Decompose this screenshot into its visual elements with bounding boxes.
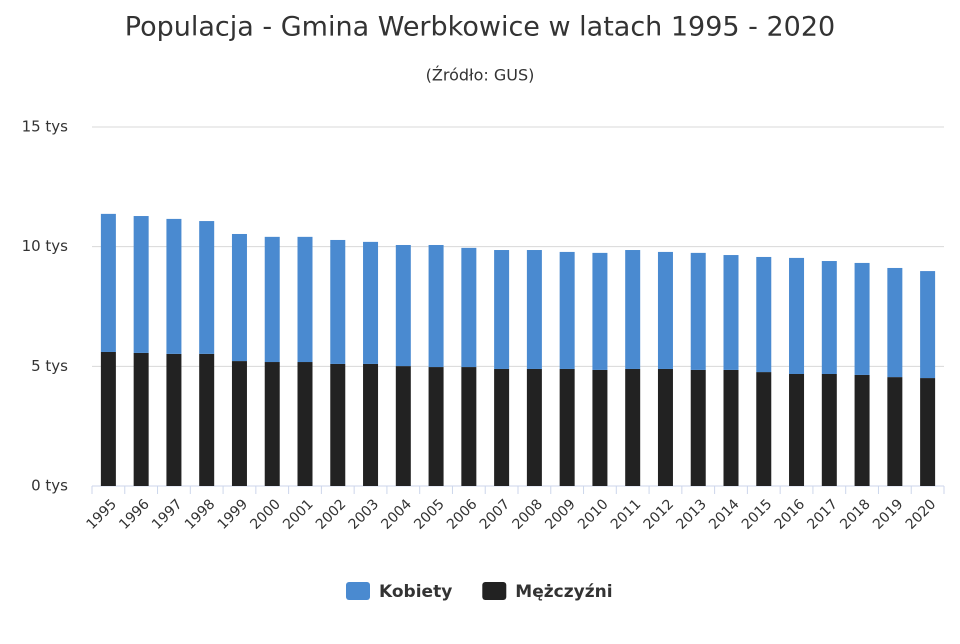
y-tick-label: 15 tys <box>22 118 69 136</box>
bar-segment <box>461 247 477 368</box>
bar-segment <box>133 352 149 486</box>
x-tick-label: 1999 <box>215 496 252 533</box>
bar-segment <box>395 244 411 367</box>
bar-segment <box>854 374 870 486</box>
bar-segment <box>363 241 379 364</box>
bar-segment <box>330 363 346 486</box>
bar-segment <box>887 377 903 486</box>
bar-segment <box>166 218 182 354</box>
bar-segment <box>559 251 575 369</box>
x-tick-label: 2019 <box>870 496 907 533</box>
bar-segment <box>625 250 641 369</box>
bar-segment <box>100 213 116 352</box>
bar-segment <box>723 369 739 486</box>
bar-segment <box>592 252 608 370</box>
bar-segment <box>231 233 247 362</box>
x-tick-label: 2020 <box>903 496 940 533</box>
bar-segment <box>264 362 280 486</box>
legend-swatch <box>346 582 370 600</box>
x-tick-label: 2011 <box>608 496 645 533</box>
bar-segment <box>428 244 444 368</box>
x-tick-label: 1996 <box>116 496 153 533</box>
bar-segment <box>166 353 182 486</box>
x-tick-label: 1995 <box>84 496 121 533</box>
x-tick-label: 2003 <box>346 496 383 533</box>
bar-segment <box>526 250 542 369</box>
bar-segment <box>264 236 280 363</box>
bar-segment <box>526 368 542 486</box>
x-tick-label: 2013 <box>673 496 710 533</box>
bar-segment <box>789 257 805 374</box>
y-tick-label: 5 tys <box>31 357 68 375</box>
bar-segment <box>297 362 313 486</box>
bar-segment <box>756 372 772 486</box>
bar-segment <box>657 368 673 486</box>
y-tick-label: 10 tys <box>22 237 69 255</box>
bar-segment <box>363 363 379 486</box>
bar-segment <box>920 271 936 379</box>
bar-segment <box>625 368 641 486</box>
bar-segment <box>657 251 673 369</box>
bar-segment <box>133 216 149 353</box>
bar-segment <box>723 255 739 370</box>
x-tick-label: 2014 <box>706 496 743 533</box>
bar-segment <box>756 256 772 373</box>
bar-segment <box>330 239 346 364</box>
bar-segment <box>199 221 215 354</box>
bar-segment <box>789 373 805 486</box>
x-tick-label: 2005 <box>411 496 448 533</box>
bar-segment <box>461 367 477 486</box>
x-tick-label: 2017 <box>804 496 841 533</box>
x-tick-label: 2004 <box>378 496 415 533</box>
bar-segment <box>297 236 313 363</box>
x-tick-label: 1998 <box>182 496 219 533</box>
bar-segment <box>821 373 837 486</box>
x-tick-label: 2009 <box>542 496 579 533</box>
bar-segment <box>199 353 215 486</box>
x-tick-label: 2018 <box>837 496 874 533</box>
y-tick-label: 0 tys <box>31 477 68 495</box>
bar-segment <box>231 361 247 486</box>
bar-segment <box>494 368 510 486</box>
x-tick-label: 2008 <box>510 496 547 533</box>
chart-title: Populacja - Gmina Werbkowice w latach 19… <box>125 12 835 43</box>
bar-segment <box>559 368 575 486</box>
x-tick-label: 2012 <box>641 496 678 533</box>
bar-segment <box>395 366 411 486</box>
bar-segment <box>887 267 903 378</box>
bar-segment <box>592 369 608 486</box>
bar-segment <box>854 262 870 375</box>
x-tick-label: 2001 <box>280 496 317 533</box>
x-tick-label: 2007 <box>477 496 514 533</box>
x-tick-label: 2016 <box>772 496 809 533</box>
bar-segment <box>690 369 706 486</box>
bar-segment <box>821 261 837 374</box>
legend-label: Mężczyźni <box>515 582 612 602</box>
x-tick-label: 2000 <box>247 496 284 533</box>
bar-segment <box>920 378 936 486</box>
x-tick-label: 2010 <box>575 496 612 533</box>
bar-segment <box>428 367 444 486</box>
x-tick-label: 2015 <box>739 496 776 533</box>
chart-subtitle: (Źródło: GUS) <box>426 66 535 85</box>
bar-segment <box>494 250 510 369</box>
legend-swatch <box>482 582 507 600</box>
x-tick-label: 2006 <box>444 496 481 533</box>
x-tick-label: 2002 <box>313 496 350 533</box>
bar-segment <box>100 351 116 486</box>
bar-segment <box>690 252 706 370</box>
legend-label: Kobiety <box>379 582 452 602</box>
x-tick-label: 1997 <box>149 496 186 533</box>
